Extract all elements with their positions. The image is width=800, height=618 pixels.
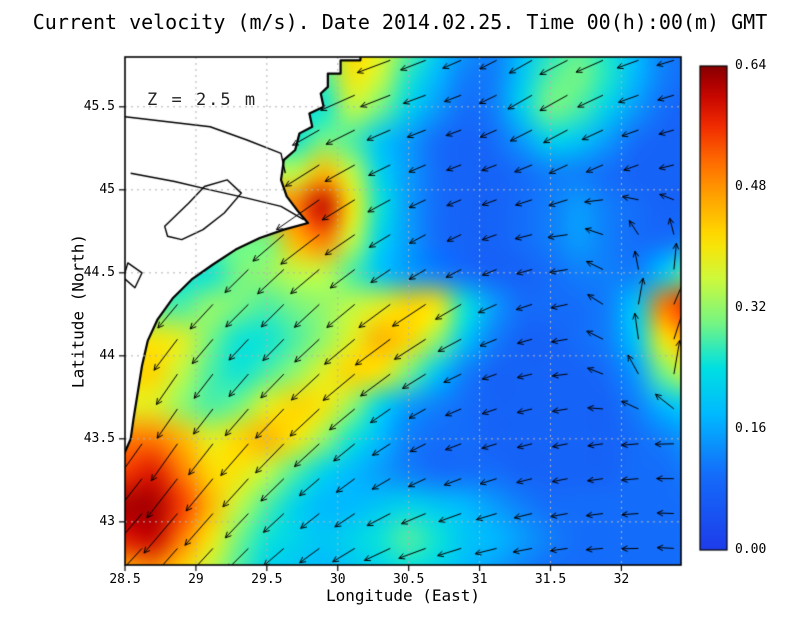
- x-axis-label: Longitude (East): [325, 586, 481, 605]
- y-tick-label: 43: [99, 513, 115, 529]
- colorbar-tick-label: 0.48: [735, 179, 767, 194]
- chart-title: Current velocity (m/s). Date 2014.02.25.…: [32, 10, 768, 34]
- y-tick-label: 45.5: [83, 98, 115, 114]
- depth-annotation: Z = 2.5 m: [147, 90, 258, 110]
- x-tick-label: 31.5: [534, 572, 567, 587]
- x-tick-label: 31: [471, 572, 488, 587]
- x-tick-label: 28.5: [109, 572, 141, 587]
- colorbar-tick-label: 0.64: [735, 58, 767, 73]
- x-tick-label: 29.5: [251, 572, 283, 587]
- x-tick-label: 30: [329, 572, 346, 587]
- x-tick-label: 32: [613, 572, 630, 587]
- y-tick-label: 43.5: [83, 430, 115, 446]
- y-axis-label: Latitude (North): [68, 233, 88, 389]
- x-tick-label: 29: [188, 572, 204, 587]
- colorbar-tick-label: 0.16: [735, 421, 767, 436]
- y-tick-label: 44.5: [83, 264, 115, 280]
- y-tick-label: 44: [99, 347, 115, 363]
- x-tick-label: 30.5: [393, 572, 425, 587]
- colorbar-tick-label: 0.32: [735, 300, 767, 315]
- colorbar-tick-label: 0.00: [735, 542, 767, 557]
- y-tick-label: 45: [99, 181, 115, 197]
